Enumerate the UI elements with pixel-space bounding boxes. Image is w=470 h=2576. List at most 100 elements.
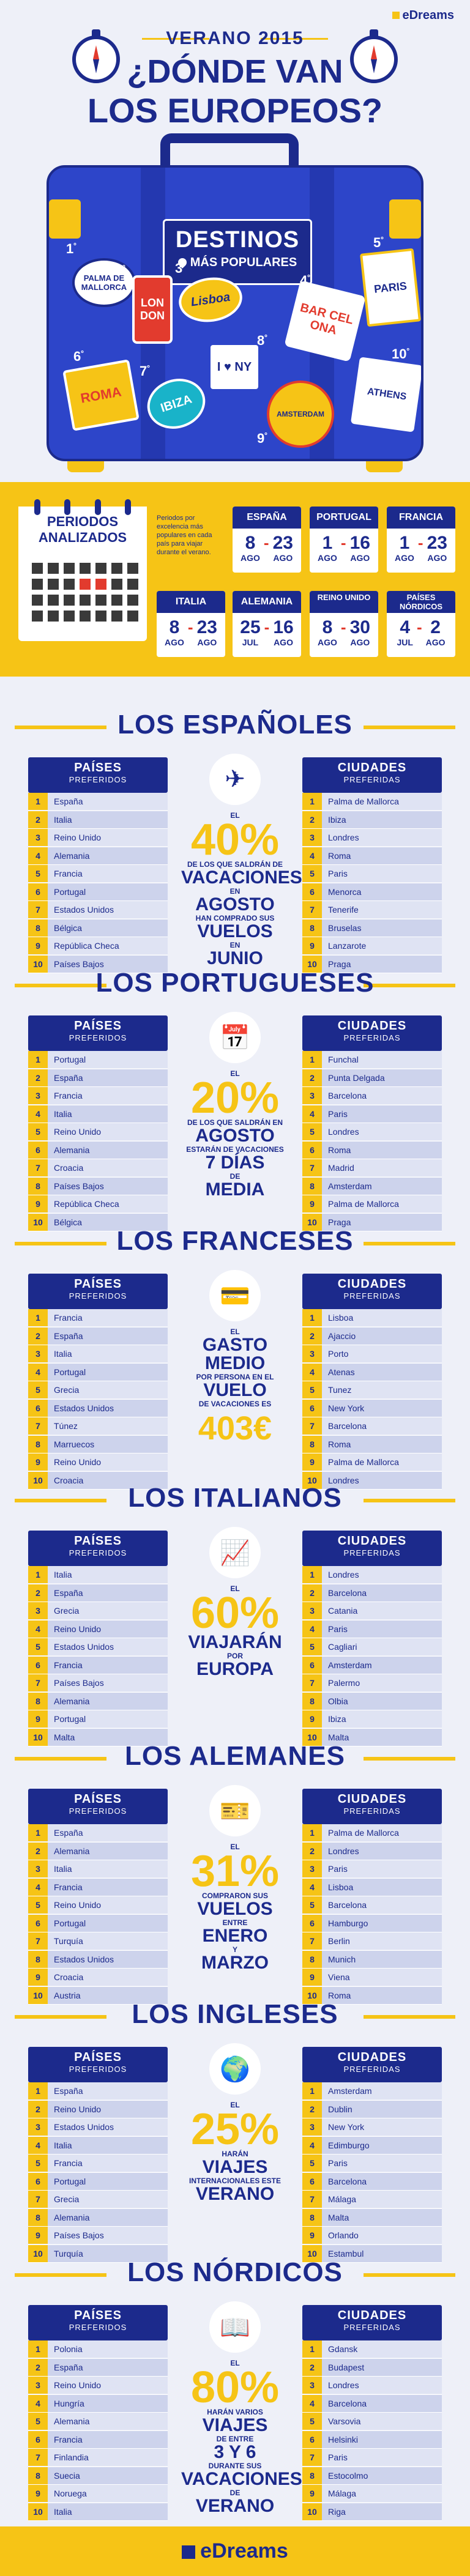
list-item: 3 Catania [302,1602,442,1620]
list-header: PAÍSES PREFERIDOS [28,2305,168,2340]
section-3: LOS FRANCESES PAÍSES PREFERIDOS 1 Francia 2 Es… [0,1226,470,1490]
amsterdam-sticker: AMSTERDAM [267,380,334,448]
list-item: 9 Viena [302,1969,442,1987]
year-label: VERANO 2015 [166,28,304,48]
edreams-logo[interactable]: eDreams [392,9,454,23]
stat-panel: 📈 EL 60% VIAJARÁN POR EUROPA [181,1527,289,1724]
list-item: 4 Portugal [28,1363,168,1381]
list-item: 1 Londres [302,1566,442,1584]
list-item: 4 Barcelona [302,2394,442,2413]
list-item: 1 Francia [28,1309,168,1327]
rank-9: 9º [257,431,267,446]
cities-list: CIUDADES PREFERIDAS 1 Amsterdam 2 Dublin 3 New … [302,2047,442,2263]
period-dash: - [264,618,270,636]
rank-8: 8º [257,333,267,348]
list-item: 6 Francia [28,2430,168,2449]
list-item: 8 Países Bajos [28,1177,168,1195]
period-from-day: 25 [240,617,261,637]
list-item: 1 Amsterdam [302,2082,442,2101]
list-item: 9 Málaga [302,2485,442,2503]
list-item: 5 Cagliari [302,1638,442,1657]
list-item: 8 Malta [302,2208,442,2227]
footer-logo[interactable]: eDreams [0,2526,470,2576]
period-from-month: AGO [165,637,184,647]
list-item: 10 Austria [28,1986,168,2005]
list-header: PAÍSES PREFERIDOS [28,1789,168,1824]
list-header: PAÍSES PREFERIDOS [28,1531,168,1566]
list-item: 9 Palma de Mallorca [302,1195,442,1214]
list-item: 3 New York [302,2118,442,2137]
list-item: 9 Países Bajos [28,2227,168,2245]
cities-list: CIUDADES PREFERIDAS 1 Londres 2 Barcelona 3 Cat… [302,1531,442,1746]
period-from-day: 1 [399,533,410,553]
list-item: 1 Palma de Mallorca [302,793,442,811]
list-item: 10 Londres [302,1471,442,1490]
list-item: 10 Turquía [28,2244,168,2263]
list-item: 2 España [28,2358,168,2377]
divider [15,1499,106,1502]
period-to-day: 23 [272,533,293,553]
period-to-day: 16 [273,617,294,637]
divider [15,2273,106,2277]
list-item: 4 Alemania [28,847,168,865]
list-item: 2 Ajaccio [302,1327,442,1345]
divider [15,1242,106,1245]
countries-list: PAÍSES PREFERIDOS 1 Portugal 2 España 3 Francia… [28,1015,168,1231]
suitcase-title: DESTINOS [175,227,300,253]
list-item: 10 Italia [28,2503,168,2521]
header: eDreams VERANO 2015 ¿DÓNDE VAN LOS EUROP… [0,0,470,130]
list-header: PAÍSES PREFERIDOS [28,1015,168,1051]
list-item: 5 Paris [302,2155,442,2173]
period-dash: - [416,618,422,636]
list-item: 5 Londres [302,1123,442,1141]
period-card: FRANCIA 1 AGO -23 AGO [387,507,455,573]
london-bus-sticker: LON DON [132,275,173,344]
period-from-day: 4 [400,617,411,637]
list-item: 6 Portugal [28,883,168,901]
list-item: 10 Países Bajos [28,955,168,973]
calendar-icon: 📅 [209,1012,261,1063]
divider [261,38,328,40]
list-item: 3 Grecia [28,1602,168,1620]
list-item: 2 Budapest [302,2358,442,2377]
list-item: 2 España [28,1327,168,1345]
list-item: 8 Marruecos [28,1435,168,1453]
period-from-month: AGO [241,553,260,563]
list-item: 8 Roma [302,1435,442,1453]
list-item: 7 Túnez [28,1417,168,1436]
list-item: 6 Francia [28,1656,168,1674]
divider [15,2015,106,2019]
list-item: 7 Estados Unidos [28,901,168,919]
palma-sticker: PALMA DE MALLORCA [72,258,136,307]
list-item: 8 Munich [302,1950,442,1969]
list-item: 4 Reino Unido [28,1620,168,1638]
list-item: 10 Praga [302,1213,442,1231]
divider [364,984,455,987]
list-item: 4 Hungría [28,2394,168,2413]
list-item: 6 Helsinki [302,2430,442,2449]
period-from-month: AGO [318,553,337,563]
section-title: LOS ALEMANES [125,1741,345,1771]
list-item: 1 Gdansk [302,2340,442,2359]
period-card: PAÍSES NÓRDICOS 4 JUL -2 AGO [387,591,455,657]
list-item: 9 Croacia [28,1969,168,1987]
section-7: LOS NÓRDICOS PAÍSES PREFERIDOS 1 Polonia 2 Esp… [0,2257,470,2521]
list-item: 2 Reino Unido [28,2100,168,2118]
list-item: 9 República Checa [28,937,168,956]
section-5: LOS ALEMANES PAÍSES PREFERIDOS 1 España 2 Alem… [0,1741,470,2005]
rank-7: 7º [140,363,150,379]
period-to-month: AGO [197,637,217,647]
countries-list: PAÍSES PREFERIDOS 1 España 2 Reino Unido 3 Esta… [28,2047,168,2263]
list-item: 5 Estados Unidos [28,1638,168,1657]
rank-1: 1º [66,241,76,256]
list-item: 9 Orlando [302,2227,442,2245]
period-from-month: JUL [397,637,413,647]
list-item: 5 Reino Unido [28,1123,168,1141]
periodos-note: Periodos por excelencia más populares en… [157,514,212,556]
countries-list: PAÍSES PREFERIDOS 1 España 2 Alemania 3 Italia 4… [28,1789,168,2005]
list-item: 9 República Checa [28,1195,168,1214]
period-country: REINO UNIDO [310,591,378,613]
section-title: LOS ITALIANOS [128,1483,342,1513]
list-item: 3 Italia [28,1860,168,1879]
list-item: 10 Bélgica [28,1213,168,1231]
